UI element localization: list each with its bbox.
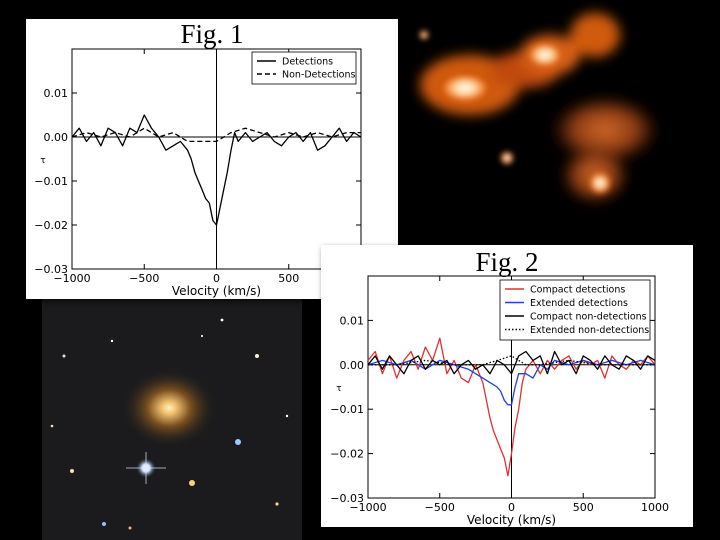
chart2-series-line-extended-detections (367, 359, 656, 406)
chart1-y-tick-label: −0.02 (34, 219, 68, 232)
chart2-series-line-compact-detections (367, 337, 656, 477)
chart2-y-tick-label: −0.03 (330, 492, 364, 505)
chart1-series-line-non-detections (71, 127, 361, 143)
chart2-legend-label: Extended detections (530, 298, 628, 309)
chart2-series-line-compact-non-detections (367, 350, 656, 375)
chart1-y-tick-label: 0.00 (44, 131, 69, 144)
chart1-x-tick-label: 0 (213, 272, 220, 285)
chart2-x-tick-label: −1000 (349, 501, 386, 514)
chart1-y-tick-label: 0.01 (44, 87, 69, 100)
chart1-legend-box (251, 51, 357, 85)
chart2-y-tick-label: 0.00 (340, 359, 365, 372)
chart2-x-tick-label: 0 (508, 501, 515, 514)
figure-2-title: Fig. 2 (475, 247, 539, 277)
figure-2-chart: 0.01 0.00 −0.01 −0.02 −0.03−1000 −500 0 500 1000… (330, 275, 669, 527)
chart2-x-axis-label: Velocity (km/s) (467, 513, 556, 527)
figure-2-panel: Fig. 2 0.01 0.00 −0.01 −0.02 −0.03 −1000 −500 0… (321, 245, 693, 527)
chart2-x-tick-label: 500 (573, 501, 594, 514)
chart1-x-tick-label: 500 (278, 272, 299, 285)
chart2-y-tick-label: −0.02 (330, 448, 364, 461)
chart2-legend-label: Compact non-detections (530, 312, 647, 323)
chart2-x-tick-label: 1000 (641, 501, 669, 514)
optical-galaxy-image (42, 296, 302, 540)
chart2-y-tick-label: 0.01 (340, 314, 365, 327)
chart2-legend-label: Compact detections (530, 285, 625, 296)
chart1-legend-label: Detections (282, 57, 333, 68)
chart1-y-tick-label: −0.01 (34, 175, 68, 188)
chart1-y-tick-label: −0.03 (34, 263, 68, 276)
chart2-legend-box (499, 279, 651, 341)
chart1-series-line-detections (71, 114, 362, 226)
chart2-legend-label: Extended non-detections (530, 325, 649, 336)
chart1-x-axis-label: Velocity (km/s) (172, 284, 261, 298)
radio-continuum-image (419, 13, 660, 205)
chart2-y-tick-label: −0.01 (330, 403, 364, 416)
chart1-legend-label: Non-Detections (282, 70, 356, 81)
figure-1-chart: 0.010.00−0.01−0.02−0.03−1000−50005001000… (34, 48, 375, 298)
chart2-y-axis-label: τ (336, 384, 341, 394)
chart2-x-tick-label: −500 (425, 501, 455, 514)
chart1-y-axis-label: τ (40, 156, 45, 166)
chart1-x-tick-label: −1000 (53, 272, 90, 285)
chart1-x-tick-label: −500 (129, 272, 159, 285)
figure-1-title: Fig. 1 (180, 19, 244, 49)
